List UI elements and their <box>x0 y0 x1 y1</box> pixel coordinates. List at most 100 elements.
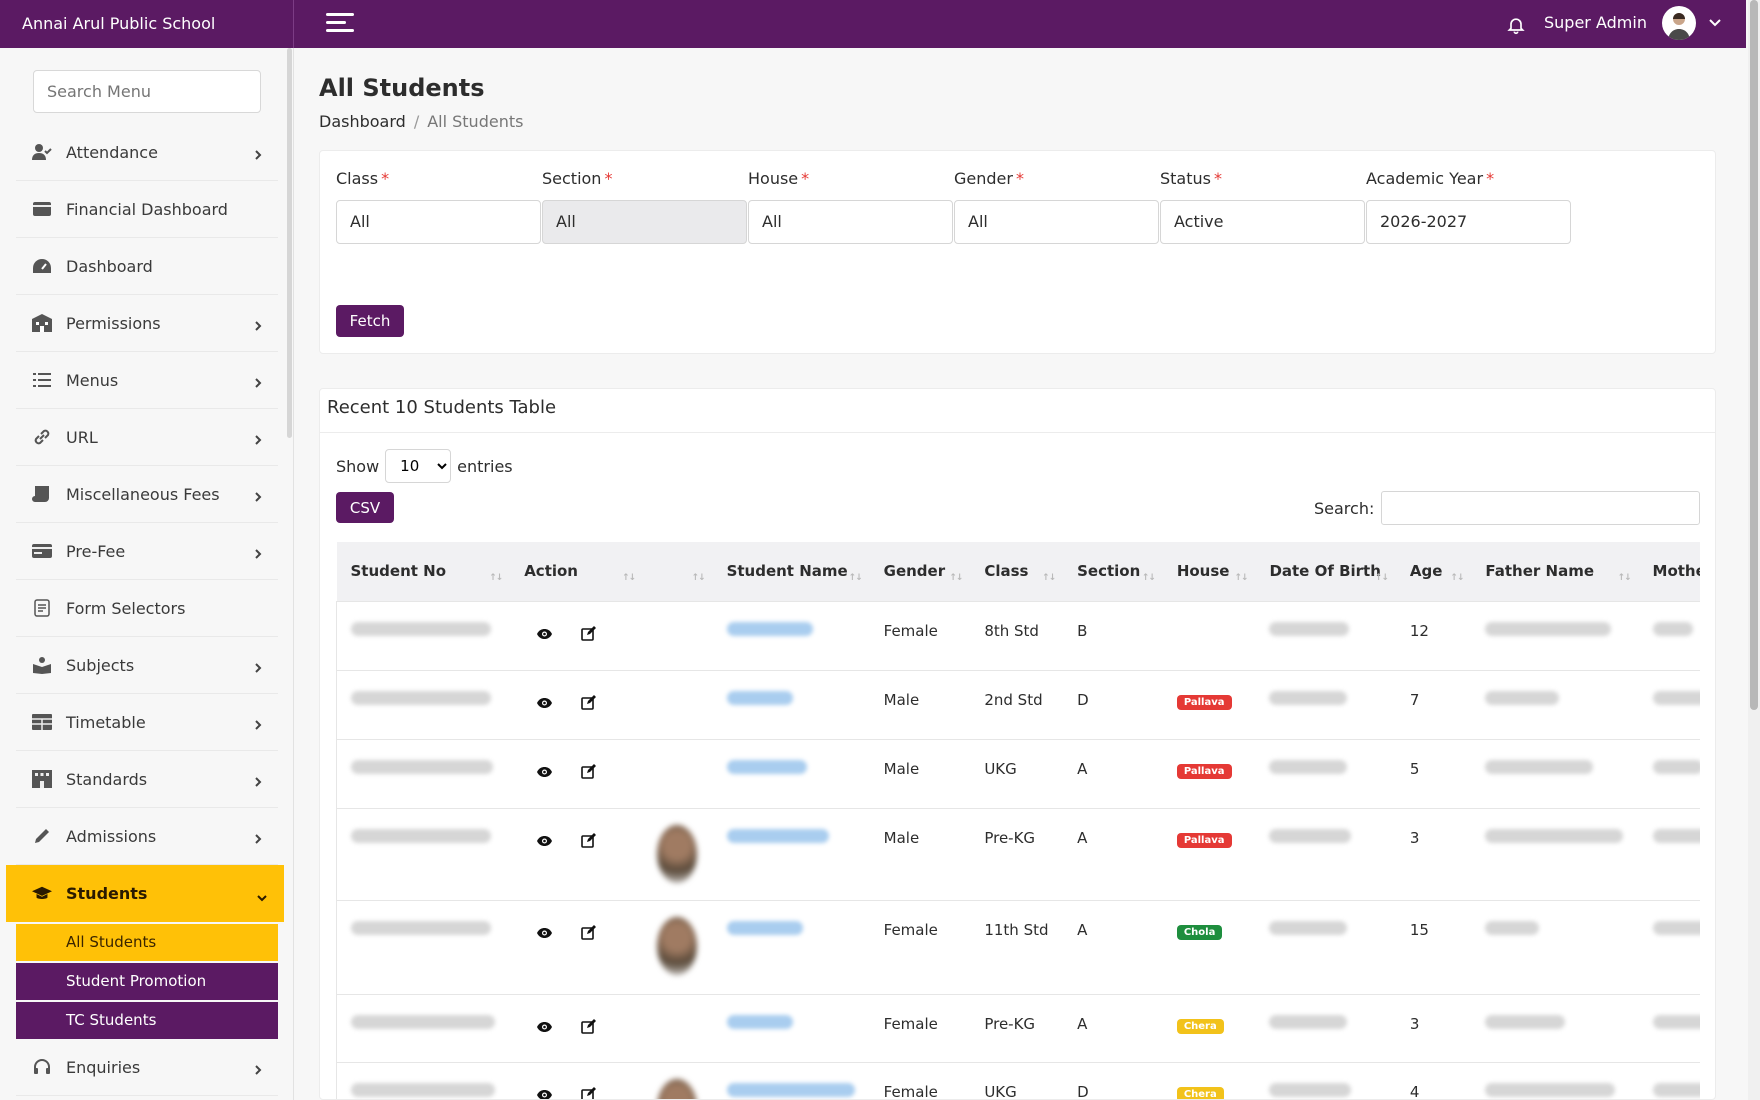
view-eye-icon[interactable] <box>536 833 553 852</box>
redacted-student-name-link[interactable] <box>726 690 793 705</box>
view-eye-icon[interactable] <box>536 925 553 944</box>
hamburger-menu-icon[interactable] <box>326 13 354 35</box>
table-row[interactable]: Female UKG D Chera 4 <box>336 1061 1700 1099</box>
submenu-item-student-promotion[interactable]: Student Promotion <box>16 963 278 1000</box>
sidebar-item-form-selectors[interactable]: Form Selectors <box>16 580 278 637</box>
edit-icon[interactable] <box>581 832 597 852</box>
column-header-house[interactable]: House ↑↓ <box>1163 542 1256 601</box>
chevron-down-icon[interactable] <box>1708 16 1722 30</box>
student-no-cell <box>336 807 511 900</box>
sidebar-item-subjects[interactable]: Subjects <box>16 637 278 694</box>
column-header-age[interactable]: Age ↑↓ <box>1396 542 1472 601</box>
table-row[interactable]: Male 2nd Std D Pallava 7 <box>336 669 1700 739</box>
avatar[interactable] <box>1662 6 1696 40</box>
table-scroll-area[interactable]: Student No ↑↓ Action ↑↓ ↑↓ Student Name ↑↓ Gend… <box>336 542 1700 1099</box>
column-header-section[interactable]: Section ↑↓ <box>1063 542 1163 601</box>
redacted-student-no <box>351 1082 495 1097</box>
table-row[interactable]: Female Pre-KG A Chera 3 <box>336 993 1700 1062</box>
view-eye-icon[interactable] <box>536 626 553 645</box>
redacted-student-no <box>351 621 491 636</box>
sidebar-item-label: Permissions <box>66 313 161 333</box>
table-row[interactable]: Female 8th Std B 12 <box>336 600 1700 670</box>
school-name[interactable]: Annai Arul Public School <box>0 0 294 48</box>
redacted-student-name-link[interactable] <box>726 1014 793 1029</box>
search-menu-input[interactable] <box>33 70 261 113</box>
redacted-mother-name <box>1652 920 1700 935</box>
table-search-input[interactable] <box>1381 491 1700 525</box>
view-eye-icon[interactable] <box>536 695 553 714</box>
gender-cell: Male <box>869 807 971 900</box>
sidebar-item-pre-fee[interactable]: Pre-Fee <box>16 523 278 580</box>
edit-icon[interactable] <box>581 763 597 783</box>
sidebar-item-timetable[interactable]: Timetable <box>16 694 278 751</box>
redacted-student-name-link[interactable] <box>726 759 807 774</box>
table-row[interactable]: Male UKG A Pallava 5 <box>336 738 1700 808</box>
sidebar-item-attendance[interactable]: Attendance <box>16 124 278 181</box>
edit-icon[interactable] <box>581 924 597 944</box>
sidebar-item-menus[interactable]: Menus <box>16 352 278 409</box>
house-select[interactable]: All <box>748 200 953 244</box>
section-cell: A <box>1063 993 1163 1062</box>
sidebar-item-dashboard[interactable]: Dashboard <box>16 238 278 295</box>
academic-year-select[interactable]: 2026-2027 <box>1366 200 1571 244</box>
action-cell <box>510 993 644 1062</box>
redacted-student-name-link[interactable] <box>726 621 813 636</box>
breadcrumb-dashboard-link[interactable]: Dashboard <box>319 112 406 131</box>
view-eye-icon[interactable] <box>536 1087 553 1099</box>
bell-icon[interactable] <box>1506 14 1526 36</box>
sidebar-item-standards[interactable]: Standards <box>16 751 278 808</box>
column-header-label: Student Name <box>726 562 848 581</box>
column-header-mother-na[interactable]: Mother Na <box>1639 542 1700 601</box>
page-scrollbar-thumb[interactable] <box>1750 0 1758 710</box>
column-header-gender[interactable]: Gender ↑↓ <box>870 542 971 601</box>
link-icon <box>32 427 52 447</box>
column-header-photo[interactable]: ↑↓ <box>643 542 712 601</box>
column-header-date-of-birth[interactable]: Date Of Birth ↑↓ <box>1255 542 1395 601</box>
page-size-select[interactable]: 10 <box>385 449 452 483</box>
edit-icon[interactable] <box>581 1018 597 1038</box>
sidebar-item-admissions[interactable]: Admissions <box>16 808 278 865</box>
sidebar-item-students[interactable]: Students <box>6 865 284 922</box>
show-label: Show <box>336 456 380 476</box>
filter-label: Section * <box>542 169 747 188</box>
sidebar-item-label: Menus <box>66 370 119 390</box>
status-select[interactable]: Active <box>1160 200 1365 244</box>
column-header-label: Gender <box>883 562 946 581</box>
submenu-item-tc-students[interactable]: TC Students <box>16 1002 278 1039</box>
column-header-father-name[interactable]: Father Name ↑↓ <box>1471 542 1638 601</box>
class-select[interactable]: All <box>336 200 541 244</box>
redacted-father-name <box>1485 690 1560 705</box>
view-eye-icon[interactable] <box>536 1019 553 1038</box>
column-header-label: Class <box>984 562 1029 581</box>
redacted-student-name-link[interactable] <box>726 920 803 935</box>
csv-export-button[interactable]: CSV <box>336 492 394 523</box>
edit-icon[interactable] <box>581 1086 597 1099</box>
edit-icon[interactable] <box>581 625 597 645</box>
gender-select[interactable]: All <box>954 200 1159 244</box>
dob-cell <box>1255 669 1396 739</box>
age-cell: 3 <box>1395 993 1472 1062</box>
submenu-item-all-students[interactable]: All Students <box>16 924 278 961</box>
edit-icon[interactable] <box>581 694 597 714</box>
column-header-student-name[interactable]: Student Name ↑↓ <box>713 542 870 601</box>
column-header-class[interactable]: Class ↑↓ <box>970 542 1063 601</box>
redacted-student-name-link[interactable] <box>726 1082 855 1097</box>
sidebar-item-enquiries[interactable]: Enquiries <box>16 1039 278 1096</box>
fetch-button[interactable]: Fetch <box>336 305 404 337</box>
sidebar-scrollbar[interactable] <box>287 48 292 438</box>
user-name[interactable]: Super Admin <box>1544 13 1647 32</box>
sidebar-item-permissions[interactable]: Permissions <box>16 295 278 352</box>
sidebar-item-financial-dashboard[interactable]: Financial Dashboard <box>16 181 278 238</box>
redacted-father-name <box>1485 1082 1616 1097</box>
redacted-student-name-link[interactable] <box>726 828 829 843</box>
table-row[interactable]: Male Pre-KG A Pallava 3 <box>336 807 1700 900</box>
sidebar-item-url[interactable]: URL <box>16 409 278 466</box>
father-name-cell <box>1471 1061 1639 1099</box>
view-eye-icon[interactable] <box>536 764 553 783</box>
column-header-action[interactable]: Action ↑↓ <box>510 542 643 601</box>
sidebar-item-miscellaneous-fees[interactable]: Miscellaneous Fees <box>16 466 278 523</box>
table-row[interactable]: Female 11th Std A Chola 15 <box>336 899 1700 994</box>
column-header-student-no[interactable]: Student No ↑↓ <box>337 542 511 601</box>
page-scrollbar[interactable] <box>1748 0 1760 1100</box>
section-cell: A <box>1063 807 1163 900</box>
